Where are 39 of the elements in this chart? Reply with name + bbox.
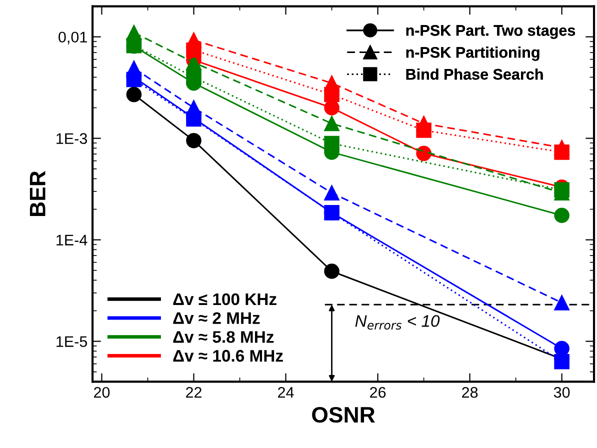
- legend-label: Δv ≈ 10.6 MHz: [173, 350, 283, 362]
- legend-label: Δv ≈ 2 MHz: [173, 312, 260, 324]
- legend-label: Δv ≤ 100 KHz: [173, 293, 276, 306]
- point: [416, 146, 432, 162]
- y-tick-label: 1E-3: [56, 133, 88, 144]
- point: [554, 208, 570, 224]
- point: [126, 72, 142, 88]
- y-tick-label: 1E-5: [56, 336, 88, 347]
- y-tick-label: 0,01: [58, 32, 87, 44]
- annotation: N$_{errors}$ < 10: [355, 315, 440, 330]
- x-tick-label: 30: [554, 386, 570, 398]
- annotation: Bind Phase Search: [406, 68, 543, 80]
- x-axis-title: OSNR: [312, 406, 375, 423]
- point: [126, 86, 142, 102]
- x-tick-label: 22: [186, 386, 202, 398]
- annotation: n-PSK Part. Two stages: [406, 25, 576, 39]
- point: [324, 100, 340, 116]
- annotation: n-PSK Partitioning: [406, 46, 540, 61]
- y-axis-title: BER: [30, 170, 46, 216]
- x-tick-label: 20: [94, 386, 110, 398]
- point: [324, 264, 340, 279]
- point: [324, 116, 340, 132]
- x-tick-label: 26: [370, 386, 386, 398]
- point: [554, 182, 570, 198]
- legend-label: Δv ≈ 5.8 MHz: [173, 331, 274, 343]
- x-tick-label: 28: [462, 386, 478, 398]
- y-tick-label: 1E-4: [56, 234, 88, 246]
- x-tick-label: 24: [278, 386, 294, 398]
- point: [324, 185, 340, 201]
- point: [554, 144, 570, 160]
- point: [186, 42, 202, 58]
- point: [324, 86, 340, 102]
- point: [186, 132, 202, 148]
- point: [186, 70, 202, 85]
- point: [324, 205, 340, 220]
- point: [416, 122, 432, 138]
- point: [324, 136, 340, 152]
- point: [554, 295, 570, 310]
- point: [554, 354, 570, 370]
